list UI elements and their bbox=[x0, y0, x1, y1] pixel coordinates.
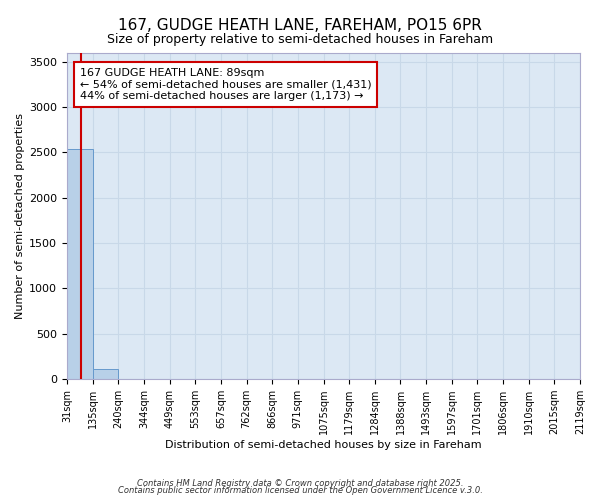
X-axis label: Distribution of semi-detached houses by size in Fareham: Distribution of semi-detached houses by … bbox=[165, 440, 482, 450]
Text: Size of property relative to semi-detached houses in Fareham: Size of property relative to semi-detach… bbox=[107, 32, 493, 46]
Y-axis label: Number of semi-detached properties: Number of semi-detached properties bbox=[15, 113, 25, 319]
Text: Contains public sector information licensed under the Open Government Licence v.: Contains public sector information licen… bbox=[118, 486, 482, 495]
Text: 167, GUDGE HEATH LANE, FAREHAM, PO15 6PR: 167, GUDGE HEATH LANE, FAREHAM, PO15 6PR bbox=[118, 18, 482, 32]
Bar bbox=[92, 369, 118, 379]
Bar bbox=[67, 148, 92, 379]
Text: Contains HM Land Registry data © Crown copyright and database right 2025.: Contains HM Land Registry data © Crown c… bbox=[137, 478, 463, 488]
Text: 167 GUDGE HEATH LANE: 89sqm
← 54% of semi-detached houses are smaller (1,431)
44: 167 GUDGE HEATH LANE: 89sqm ← 54% of sem… bbox=[80, 68, 371, 101]
